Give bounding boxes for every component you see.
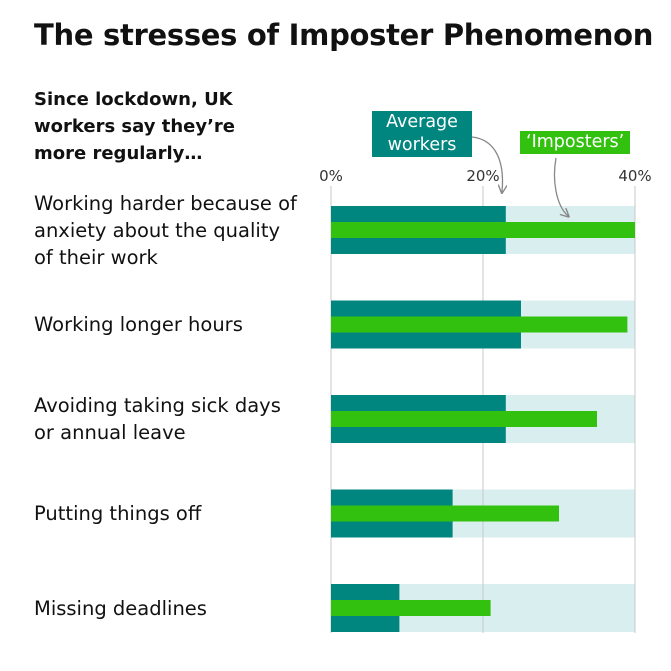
legend-average-label: Average workers (386, 112, 458, 155)
bar-imposters (331, 505, 559, 522)
bar-imposters (331, 222, 635, 238)
bar-imposters (331, 316, 628, 333)
category-label: Missing deadlines (34, 596, 207, 620)
bar-imposters (331, 600, 491, 616)
bar-imposters (331, 411, 597, 427)
chart-subtitle: Since lockdown, UK workers say they’re m… (34, 89, 236, 164)
x-tick-label: 40% (618, 167, 651, 185)
chart-title: The stresses of Imposter Phenomenon (34, 18, 654, 52)
category-label: Putting things off (34, 502, 202, 525)
legend-imposters: ‘Imposters’ (520, 131, 631, 154)
category-label: Working harder because of anxiety about … (34, 191, 297, 269)
category-label: Working longer hours (34, 313, 243, 336)
category-label: Avoiding taking sick days or annual leav… (34, 394, 281, 444)
imposters-leader-arrow (553, 157, 569, 216)
x-tick-label: 0% (319, 167, 343, 185)
legend-imposters-label: ‘Imposters’ (526, 132, 625, 152)
legend-average-workers: Average workers (372, 111, 472, 157)
x-tick-label: 20% (466, 167, 499, 185)
